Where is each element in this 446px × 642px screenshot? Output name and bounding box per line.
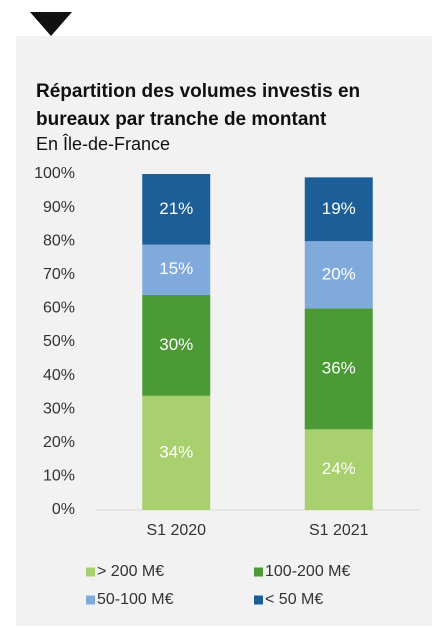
y-tick-label: 70% bbox=[43, 266, 75, 283]
data-label: 19% bbox=[322, 199, 356, 218]
legend-swatch bbox=[254, 595, 263, 605]
legend-label: 100-200 M€ bbox=[265, 563, 350, 580]
data-label: 34% bbox=[159, 442, 193, 461]
y-tick-label: 30% bbox=[43, 400, 75, 417]
bar-segment bbox=[304, 308, 373, 430]
bar-segment bbox=[304, 177, 373, 242]
data-label: 21% bbox=[159, 199, 193, 218]
y-tick-label: 60% bbox=[43, 300, 75, 317]
x-tick-label: S1 2021 bbox=[309, 522, 369, 539]
legend-swatch bbox=[86, 567, 95, 577]
data-label: 24% bbox=[322, 459, 356, 478]
data-label: 36% bbox=[322, 358, 356, 377]
legend-swatch bbox=[254, 567, 263, 577]
data-label: 30% bbox=[159, 335, 193, 354]
y-tick-label: 100% bbox=[34, 165, 75, 182]
legend-label: < 50 M€ bbox=[265, 591, 323, 608]
y-tick-label: 40% bbox=[43, 367, 75, 384]
legend-swatch bbox=[86, 595, 95, 605]
bar-segment bbox=[142, 244, 211, 295]
data-label: 15% bbox=[159, 259, 193, 278]
legend-label: > 200 M€ bbox=[97, 563, 164, 580]
bar-segment bbox=[304, 241, 373, 309]
bar-segment bbox=[142, 174, 211, 245]
bar-segment bbox=[142, 395, 211, 510]
y-tick-label: 80% bbox=[43, 232, 75, 249]
y-tick-label: 10% bbox=[43, 468, 75, 485]
x-tick-label: S1 2020 bbox=[146, 522, 206, 539]
data-label: 20% bbox=[322, 264, 356, 283]
y-tick-label: 20% bbox=[43, 434, 75, 451]
chart-title: Répartition des volumes investis en bure… bbox=[36, 81, 361, 130]
chart-subtitle: En Île-de-France bbox=[36, 134, 171, 154]
legend-label: 50-100 M€ bbox=[97, 591, 174, 608]
y-tick-label: 0% bbox=[52, 501, 75, 518]
y-tick-label: 90% bbox=[43, 199, 75, 216]
marker-triangle bbox=[30, 12, 72, 36]
bar-segment bbox=[304, 429, 373, 510]
bar-segment bbox=[142, 294, 211, 396]
y-tick-label: 50% bbox=[43, 333, 75, 350]
